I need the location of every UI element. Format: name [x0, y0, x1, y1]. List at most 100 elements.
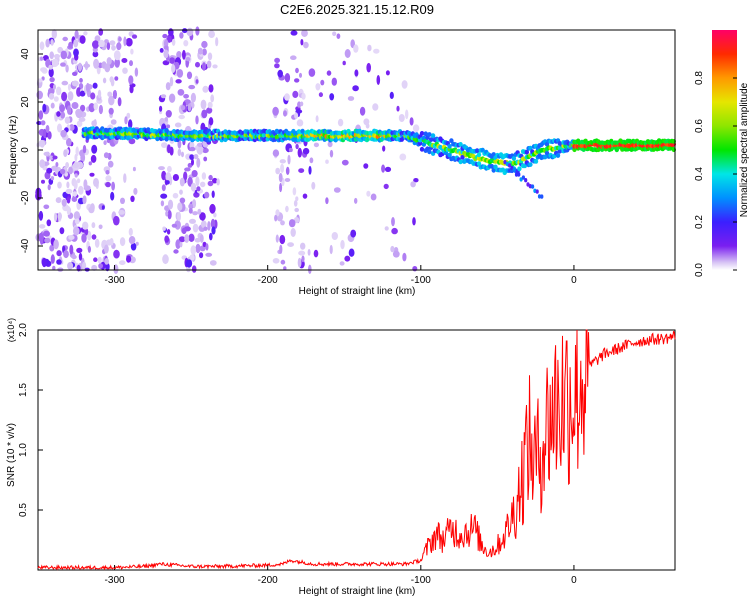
spectrogram-noise-cell: [195, 176, 200, 187]
spectrogram-noise-cell: [38, 110, 44, 120]
spectrogram-noise-cell: [385, 70, 390, 76]
spectrogram-noise-cell: [298, 250, 306, 256]
spectrogram-noise-cell: [90, 154, 97, 163]
spectrogram-noise-cell: [59, 104, 65, 113]
spectrogram-noise-cell: [129, 60, 133, 67]
spectrogram-noise-cell: [169, 76, 174, 87]
spectrogram-noise-cell: [98, 104, 103, 115]
spectrogram-noise-cell: [179, 189, 183, 195]
spectrogram-x-tick-label: -300: [105, 275, 125, 286]
spectrogram-noise-cell: [215, 37, 219, 47]
spectrogram-noise-cell: [279, 234, 286, 245]
spectrogram-noise-cell: [165, 110, 172, 118]
spectrogram-noise-cell: [197, 47, 203, 55]
spectrogram-noise-cell: [40, 120, 46, 126]
spectrogram-noise-cell: [300, 242, 306, 250]
spectrogram-noise-cell: [126, 112, 131, 119]
spectrogram-noise-cell: [130, 242, 137, 251]
spectrogram-noise-cell: [272, 258, 280, 264]
spectrogram-noise-cell: [297, 147, 302, 158]
spectrogram-noise-cell: [207, 221, 211, 231]
spectrogram-noise-cell: [207, 180, 214, 187]
spectrogram-noise-cell: [53, 212, 58, 222]
snr-y-axis-label: SNR (10 * v/v): [6, 423, 17, 487]
spectrogram-noise-cell: [173, 249, 179, 254]
spectrogram-noise-cell: [104, 63, 111, 73]
spectrogram-noise-cell: [53, 54, 61, 59]
spectrogram-ridge-cell: [528, 145, 533, 151]
spectrogram-noise-cell: [82, 261, 87, 270]
spectrogram-noise-cell: [118, 36, 122, 42]
spectrogram-noise-cell: [195, 115, 199, 125]
spectrogram-noise-cell: [39, 224, 46, 229]
spectrogram-noise-cell: [367, 44, 372, 52]
spectrogram-noise-cell: [41, 179, 45, 184]
spectrogram-noise-cell: [104, 39, 109, 44]
spectrogram-noise-cell: [179, 197, 186, 204]
spectrogram-noise-cell: [111, 45, 116, 51]
spectrogram-noise-cell: [410, 181, 416, 188]
spectrogram-noise-cell: [60, 129, 67, 138]
spectrogram-noise-cell: [128, 138, 136, 145]
spectrogram-noise-cell: [211, 190, 215, 198]
spectrogram-noise-cell: [89, 172, 95, 177]
spectrogram-noise-cell: [68, 41, 73, 49]
spectrogram-noise-cell: [195, 145, 199, 151]
spectrogram-noise-cell: [201, 172, 207, 180]
spectrogram-noise-cell: [50, 254, 55, 264]
spectrogram-noise-cell: [51, 58, 59, 68]
spectrogram-noise-cell: [175, 239, 181, 250]
snr-x-tick-label: -300: [105, 575, 125, 586]
spectrogram-noise-cell: [191, 170, 198, 178]
spectrogram-noise-cell: [40, 56, 43, 61]
spectrogram-noise-cell: [45, 38, 50, 48]
spectrogram-noise-cell: [126, 255, 132, 263]
spectrogram-noise-cell: [114, 76, 119, 81]
spectrogram-noise-cell: [176, 51, 182, 59]
spectrogram-noise-cell: [122, 67, 128, 74]
spectrogram-noise-cell: [399, 153, 407, 161]
spectrogram-noise-cell: [120, 197, 125, 204]
spectrogram-noise-cell: [159, 48, 164, 53]
spectrogram-noise-cell: [295, 67, 299, 74]
spectrogram-noise-cell: [302, 147, 310, 155]
spectrogram-noise-cell: [299, 101, 304, 107]
spectrogram-noise-cell: [203, 156, 208, 162]
spectrogram-noise-cell: [284, 73, 291, 83]
spectrogram-noise-cell: [177, 202, 183, 211]
spectrogram-noise-cell: [130, 195, 135, 202]
spectrogram-noise-cell: [409, 117, 414, 126]
spectrogram-noise-cell: [199, 234, 204, 243]
snr-y-tick-label: 1.5: [18, 383, 29, 397]
spectrogram-noise-cell: [98, 39, 105, 48]
spectrogram-noise-cell: [130, 48, 134, 55]
spectrogram-noise-cell: [329, 149, 334, 158]
spectrogram-ridge-cell: [429, 137, 434, 143]
spectrogram-noise-cell: [165, 210, 169, 217]
spectrogram-noise-cell: [77, 62, 83, 72]
spectrogram-noise-cell: [178, 236, 186, 243]
spectrogram-noise-cell: [331, 77, 337, 86]
spectrogram-noise-cell: [93, 257, 98, 263]
spectrogram-noise-cell: [107, 91, 113, 97]
spectrogram-noise-cell: [212, 177, 218, 184]
spectrogram-ridge-cell: [533, 159, 539, 164]
spectrogram-noise-cell: [210, 94, 215, 103]
spectrogram-noise-cell: [160, 193, 168, 199]
spectrogram-noise-cell: [81, 233, 87, 243]
spectrogram-noise-cell: [308, 264, 312, 274]
spectrogram-noise-cell: [350, 229, 357, 238]
spectrogram-noise-cell: [49, 77, 55, 83]
spectrogram-noise-cell: [73, 179, 78, 190]
spectrogram-noise-cell: [327, 141, 333, 148]
colorbar-tick-label: 0.0: [694, 263, 705, 277]
spectrogram-noise-cell: [109, 238, 114, 246]
spectrogram-noise-cell: [163, 49, 169, 59]
spectrogram-noise-cell: [300, 39, 304, 46]
spectrogram-noise-cell: [177, 211, 181, 222]
spectrogram-noise-cell: [208, 174, 213, 181]
spectrogram-noise-cell: [53, 96, 59, 102]
spectrogram-noise-cell: [49, 244, 55, 252]
spectrogram-noise-cell: [280, 163, 285, 173]
